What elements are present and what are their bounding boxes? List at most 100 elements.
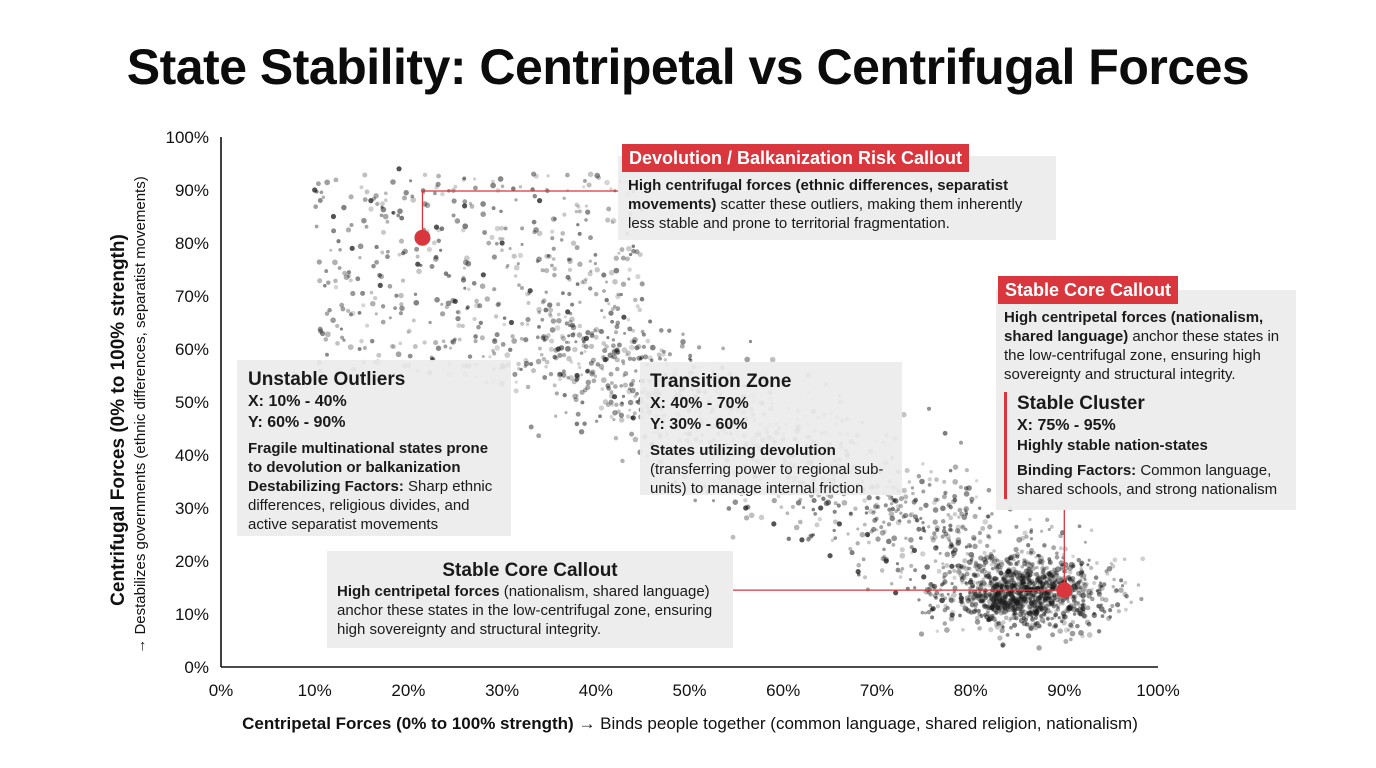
density-dot [951,592,957,598]
density-dot [593,291,599,297]
density-dot [950,609,956,616]
density-dot [876,496,881,501]
density-dot [1055,607,1061,612]
density-dot [445,300,452,307]
density-dot [609,187,613,191]
density-dot [1026,565,1032,571]
density-dot [1038,601,1043,606]
density-dot [588,235,593,241]
density-dot [602,347,608,354]
density-dot [642,354,649,360]
density-dot [600,367,605,371]
axes [220,137,1158,668]
density-dot [977,592,983,598]
density-dot [634,345,640,351]
density-dot [934,477,939,482]
x-axis-title: Centripetal Forces (0% to 100% strength)… [242,714,1138,733]
density-dot [934,595,938,600]
density-dot [1026,592,1031,597]
density-dot [441,339,446,344]
density-dot [859,531,866,538]
density-dot [476,324,481,330]
scatter-point [864,531,871,538]
y-tick-label: 30% [175,499,209,518]
scatter-point [415,261,421,267]
x-tick-label: 20% [391,681,425,700]
density-dot [342,270,348,276]
density-dot [403,190,409,196]
density-dot [929,535,935,540]
density-dot [960,525,966,530]
density-dot [566,355,572,362]
density-dot [536,230,543,237]
density-dot [932,531,937,536]
density-dot [609,390,614,395]
density-dot [899,552,906,559]
density-dot [373,193,379,199]
y-tick-label: 80% [175,234,209,253]
density-dot [1022,530,1028,536]
density-dot [525,384,531,390]
density-dot [1047,557,1052,562]
x-tick-label: 0% [209,681,234,700]
density-dot [1008,597,1014,602]
density-dot [966,485,972,491]
density-dot [1039,614,1043,619]
density-dot [952,479,959,485]
density-dot [1055,578,1059,582]
density-dot [1024,593,1029,597]
density-dot [343,274,350,280]
scatter-point [921,574,927,580]
density-dot [1045,517,1050,522]
density-dot [1001,609,1007,615]
density-dot [607,352,614,358]
density-dot [576,204,581,209]
density-dot [1079,585,1084,590]
density-dot [1008,590,1012,594]
density-dot [636,355,642,361]
density-dot [610,217,617,224]
density-dot [667,352,673,357]
density-dot [934,525,940,531]
x-tick-label: 60% [766,681,800,700]
density-dot [1023,599,1029,604]
density-dot [1067,604,1073,611]
density-dot [927,477,933,482]
density-dot [635,274,641,280]
density-dot [560,231,566,236]
density-dot [987,575,992,580]
density-dot [899,511,903,515]
density-dot [567,267,573,272]
density-dot [389,343,395,349]
density-dot [983,590,987,594]
density-dot [635,304,640,309]
density-dot [649,358,654,362]
density-dot [848,511,853,516]
density-dot [548,371,554,377]
density-dot [681,332,685,336]
density-dot [1113,588,1119,594]
density-dot [1081,603,1085,607]
density-dot [1072,612,1077,616]
density-dot [968,592,973,597]
density-dot [985,603,992,610]
density-dot [590,331,595,336]
density-dot [989,594,994,600]
density-dot [981,599,985,603]
density-dot [494,241,499,246]
density-dot [932,507,939,513]
density-dot [795,500,802,506]
density-dot [994,619,998,623]
density-dot [986,534,991,539]
density-dot [1054,573,1060,578]
density-dot [484,296,491,302]
density-dot [416,268,422,275]
density-dot [1012,612,1016,616]
density-dot [397,252,402,257]
density-dot [598,363,605,370]
density-dot [604,179,610,186]
density-dot [891,535,898,542]
density-dot [614,347,620,353]
density-dot [980,593,986,599]
density-dot [1011,557,1016,562]
